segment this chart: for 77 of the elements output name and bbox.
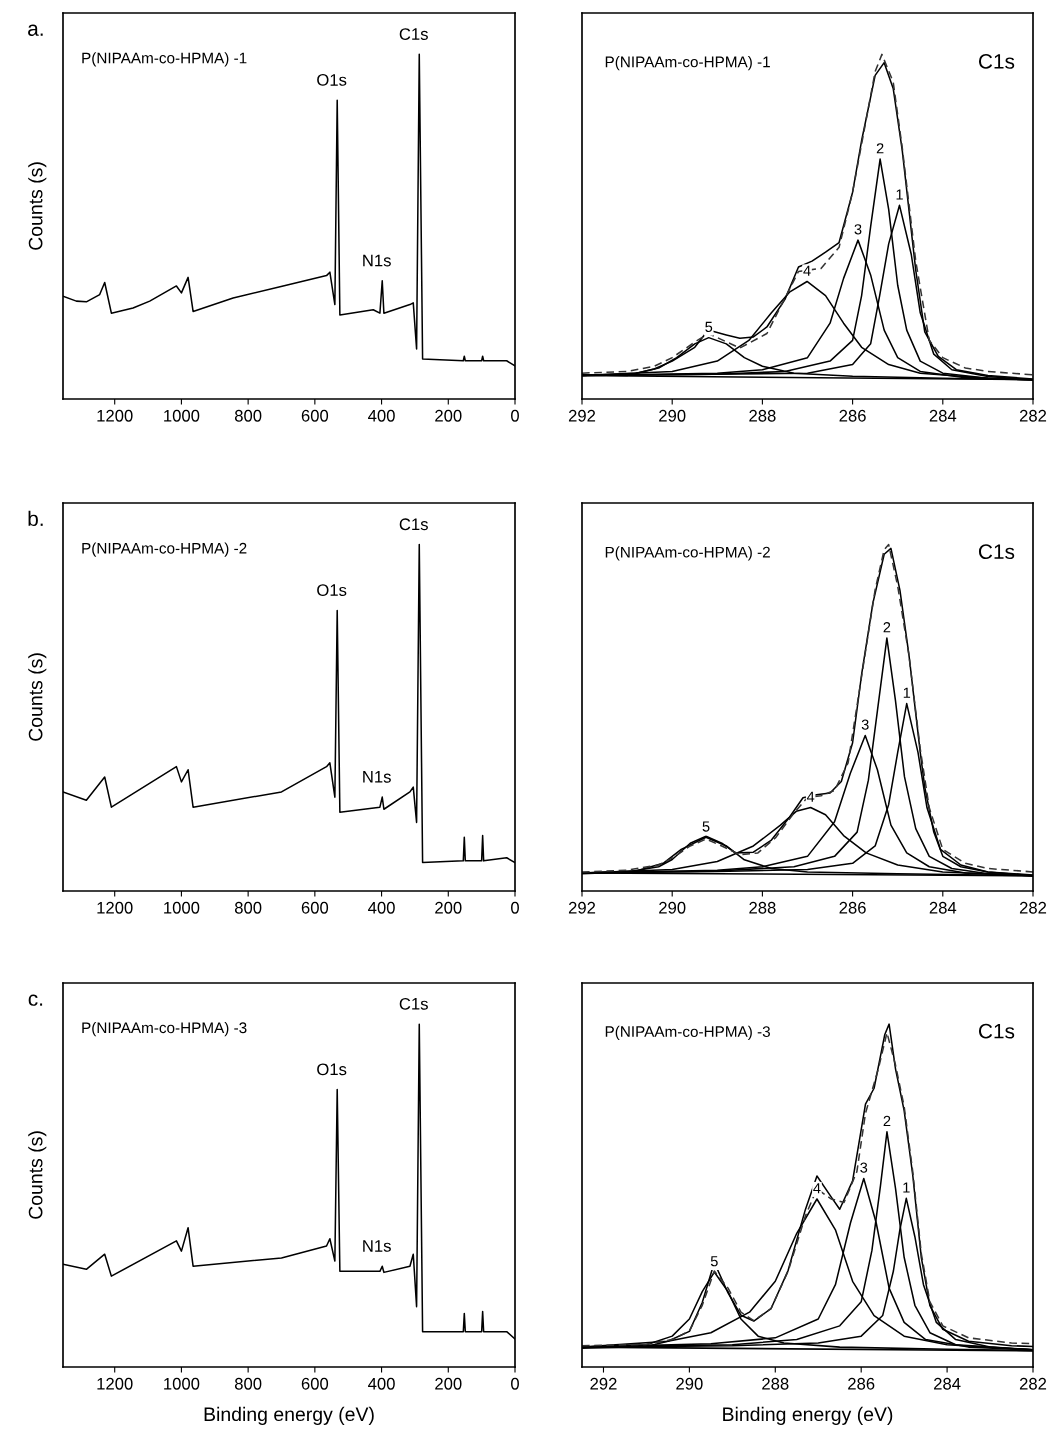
y-axis-title: Counts (s) — [28, 653, 47, 741]
series-label: 2 — [883, 622, 891, 633]
x-axis-title: Binding energy (eV) — [723, 1406, 893, 1425]
series-label: 1 — [903, 1182, 910, 1193]
annotation: P(NIPAAm-co-HPMA) -3 — [82, 1021, 247, 1037]
annotation: C1s — [399, 518, 428, 531]
x-tick-label: 800 — [234, 901, 262, 914]
x-tick-label: 0 — [511, 409, 519, 422]
annotation: O1s — [317, 1063, 347, 1076]
annotation: P(NIPAAm-co-HPMA) -3 — [605, 1025, 770, 1041]
x-tick-label: 400 — [368, 901, 395, 914]
x-tick-label: 290 — [659, 409, 686, 422]
annotation: O1s — [317, 584, 347, 596]
x-tick-label: 282 — [1019, 1377, 1047, 1390]
annotation: P(NIPAAm-co-HPMA) -2 — [82, 542, 247, 557]
series-label: 4 — [803, 265, 811, 276]
x-tick-label: 1200 — [97, 409, 133, 422]
x-tick-label: 292 — [590, 1377, 617, 1390]
x-tick-label: 0 — [511, 901, 519, 914]
series-label: 4 — [806, 791, 815, 802]
x-tick-label: 1200 — [97, 901, 133, 914]
x-tick-label: 286 — [839, 409, 866, 422]
x-tick-label: 286 — [848, 1377, 875, 1390]
x-tick-label: 200 — [435, 901, 462, 914]
y-axis-title: Counts (s) — [28, 162, 47, 250]
x-tick-label: 288 — [749, 409, 776, 422]
annotation: C1s — [978, 544, 1015, 560]
x-tick-label: 284 — [929, 901, 957, 914]
text: b. — [28, 510, 43, 527]
x-tick-label: 282 — [1019, 901, 1047, 914]
x-tick-label: 1000 — [164, 901, 200, 914]
x-tick-label: 400 — [368, 409, 395, 422]
text: c. — [28, 994, 43, 1006]
annotation: P(NIPAAm-co-HPMA) -1 — [82, 52, 247, 67]
annotation: P(NIPAAm-co-HPMA) -1 — [605, 56, 770, 71]
x-tick-label: 292 — [568, 409, 596, 422]
x-tick-label: 1000 — [164, 409, 200, 422]
annotation: N1s — [363, 254, 391, 267]
x-tick-label: 286 — [839, 901, 866, 914]
x-tick-label: 800 — [234, 409, 262, 422]
x-tick-label: 288 — [762, 1377, 789, 1390]
series-label: 5 — [702, 821, 710, 832]
x-tick-label: 600 — [301, 409, 329, 422]
x-tick-label: 200 — [435, 409, 462, 422]
x-tick-label: 1200 — [97, 1377, 133, 1390]
x-tick-label: 0 — [511, 1377, 519, 1390]
x-tick-label: 290 — [676, 1377, 703, 1390]
series-label: 3 — [860, 1162, 868, 1173]
x-tick-label: 800 — [234, 1377, 262, 1390]
series-label: 3 — [861, 719, 869, 730]
annotation: P(NIPAAm-co-HPMA) -2 — [605, 546, 770, 561]
x-tick-label: 400 — [368, 1377, 395, 1390]
x-tick-label: 600 — [301, 901, 329, 914]
series-label: 1 — [896, 189, 903, 200]
series-label: 3 — [854, 224, 862, 235]
y-axis-title: Counts (s) — [28, 1131, 47, 1219]
annotation: C1s — [978, 1023, 1015, 1039]
x-tick-label: 600 — [301, 1377, 329, 1390]
x-tick-label: 1000 — [164, 1377, 200, 1390]
text: a. — [28, 24, 43, 36]
x-tick-label: 200 — [435, 1377, 462, 1390]
x-tick-label: 282 — [1019, 409, 1047, 422]
x-tick-label: 288 — [749, 901, 776, 914]
series-label: 1 — [903, 687, 911, 698]
series-label: 2 — [883, 1115, 891, 1126]
annotation: C1s — [399, 997, 428, 1010]
series-label: 2 — [876, 143, 884, 154]
annotation: N1s — [363, 1240, 391, 1252]
x-tick-label: 292 — [568, 901, 596, 914]
annotation: C1s — [978, 54, 1015, 69]
x-axis-title: Binding energy (eV) — [204, 1406, 374, 1425]
annotation: N1s — [363, 771, 391, 783]
annotation: O1s — [317, 73, 347, 86]
x-tick-label: 290 — [659, 901, 686, 914]
x-tick-label: 284 — [934, 1377, 961, 1390]
x-tick-label: 284 — [929, 409, 957, 422]
annotation: C1s — [399, 28, 428, 40]
